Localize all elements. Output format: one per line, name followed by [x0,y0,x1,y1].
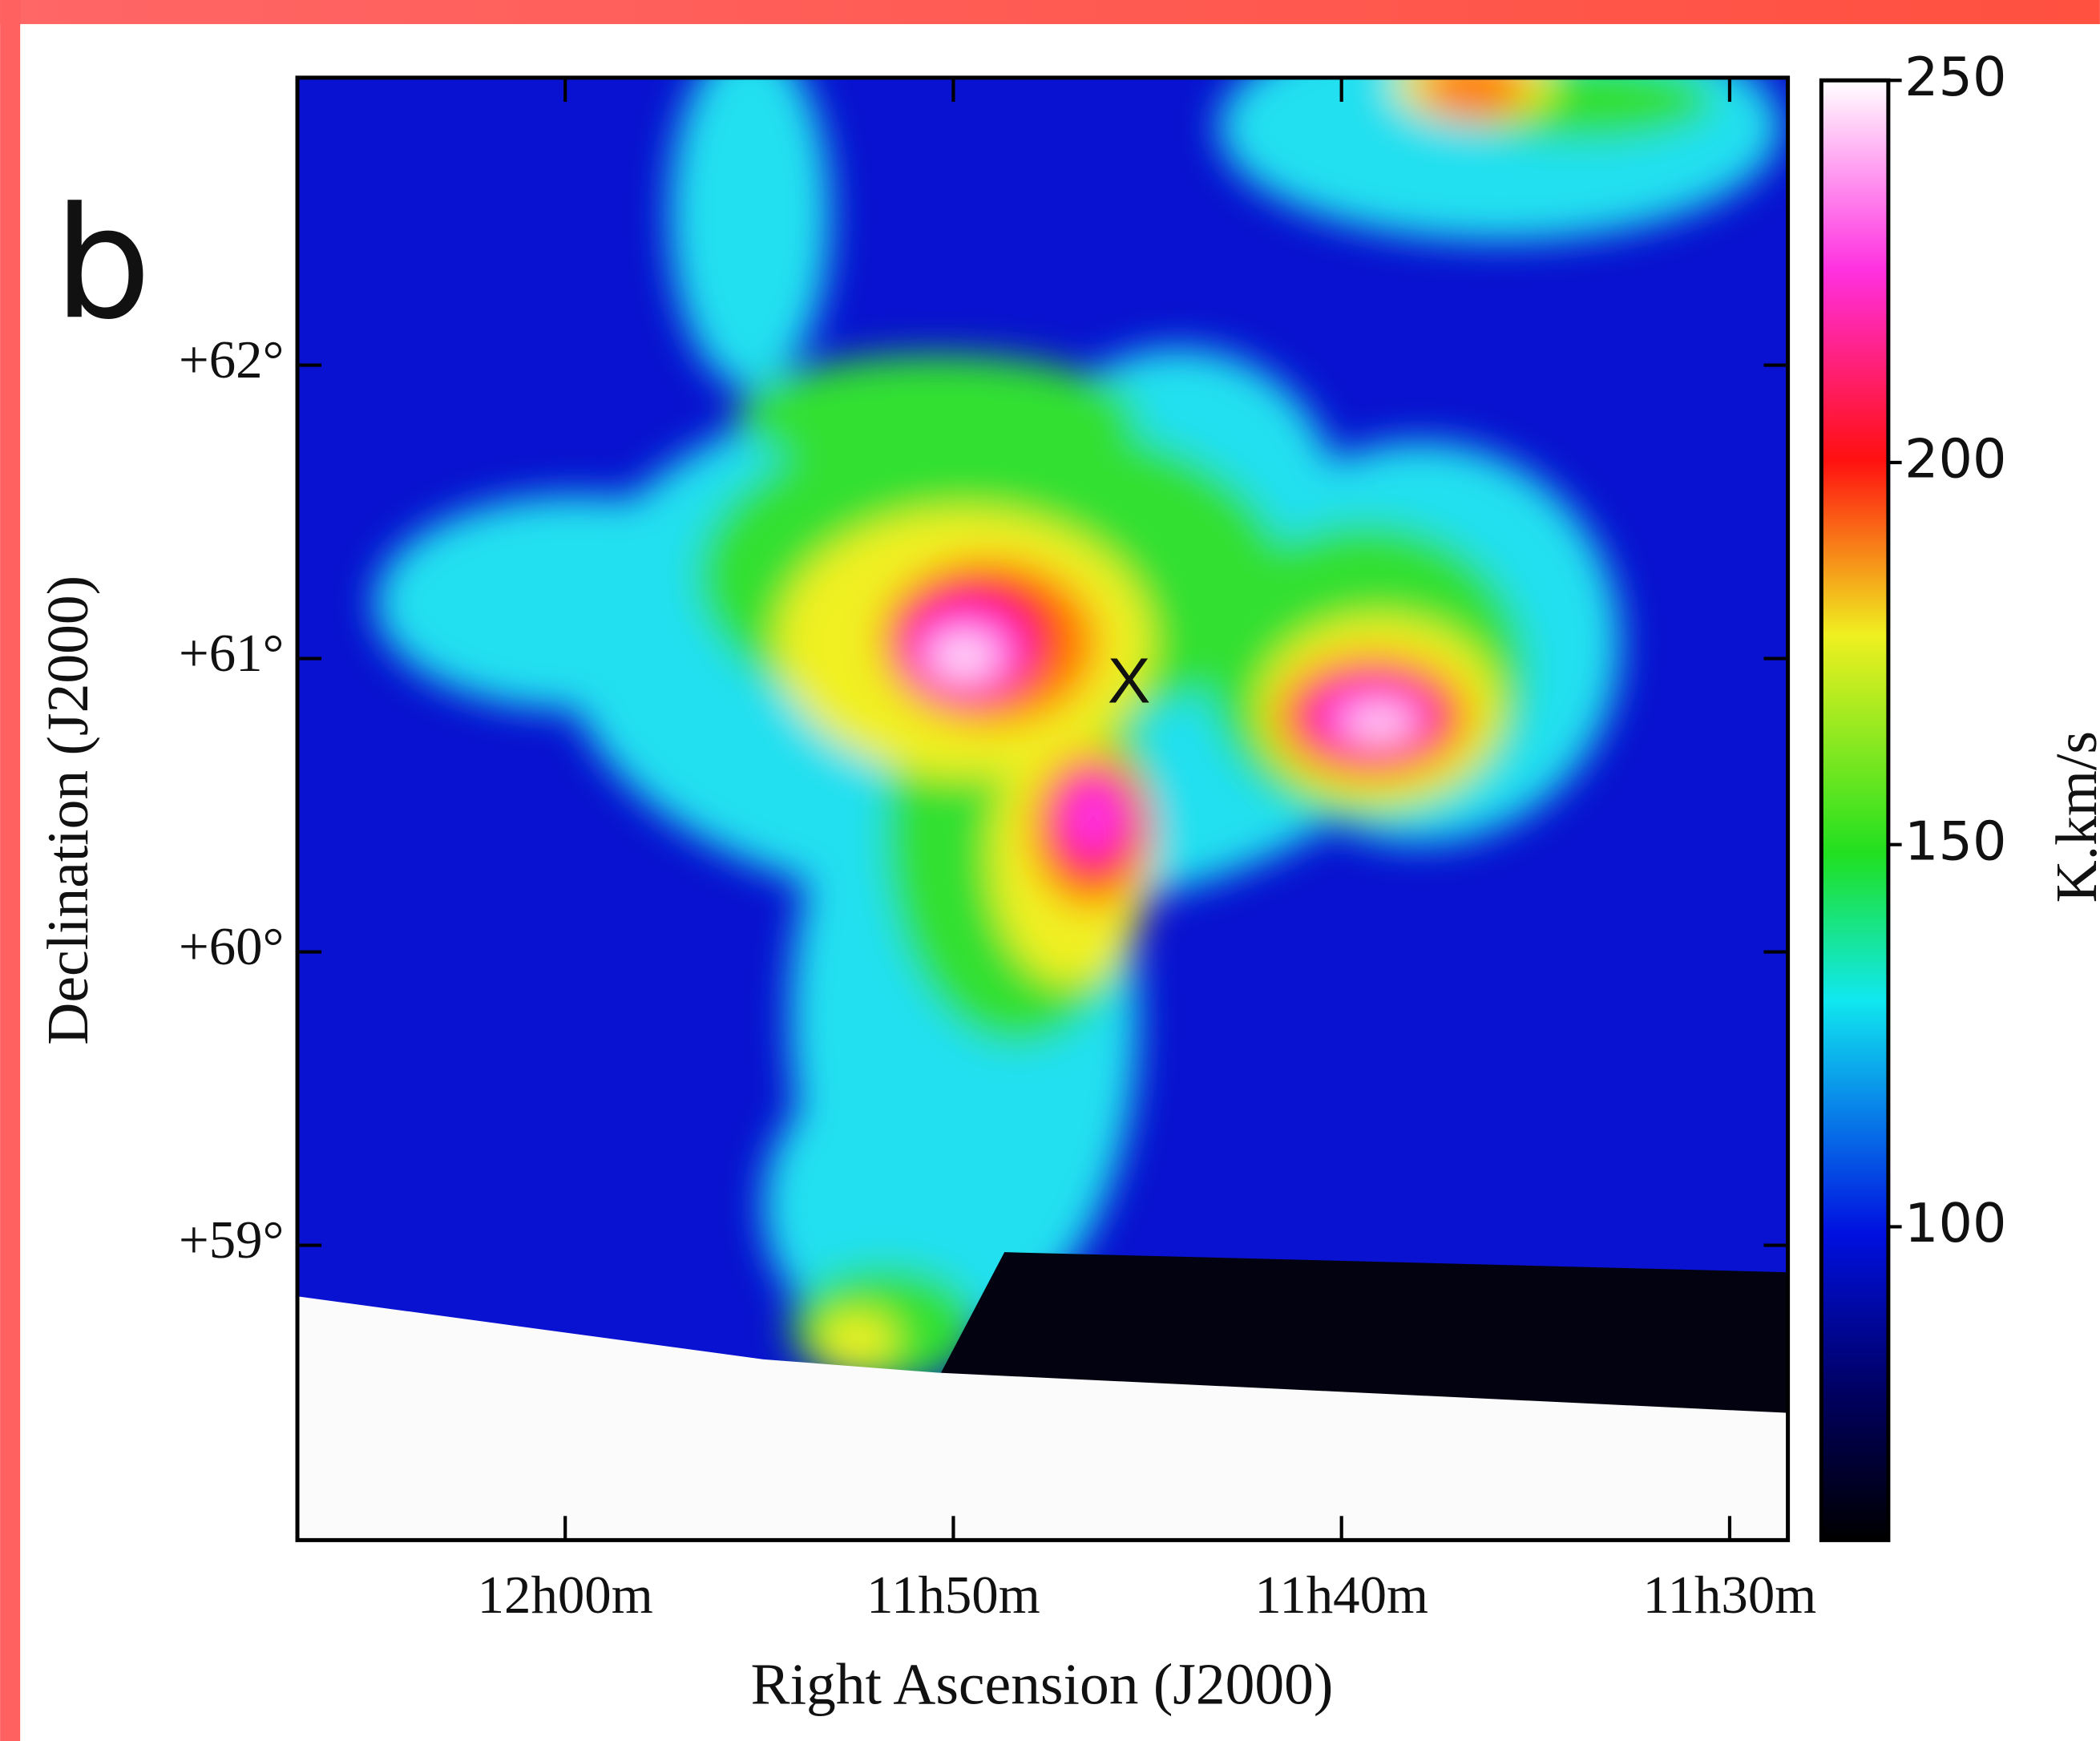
colorbar-tick-label: 100 [1904,1192,2007,1254]
emission-blob [737,354,1139,476]
colorbar-tick-label: 150 [1904,810,2007,872]
x-tick-label: 11h40m [1254,1565,1428,1625]
emission [374,77,1782,1387]
y-tick-label: +59° [179,1210,284,1270]
panel-label: b [54,175,151,353]
no-data [937,1252,1788,1420]
emission-blob [1420,77,1527,121]
y-tick-label: +60° [179,917,284,976]
emission-blob [669,77,830,389]
y-tick-label: +62° [179,330,284,390]
x-tick-label: 12h00m [478,1565,653,1625]
colorbar-title: K.km/s [2043,731,2100,903]
map [297,77,1788,1541]
colorbar [1819,78,1891,1542]
frame [0,0,21,1741]
emission-blob [763,1071,1005,1339]
emission-blob [374,495,777,710]
x-axis-title: Right Ascension (J2000) [751,1650,1334,1716]
x-tick-label: 11h30m [1643,1565,1817,1625]
x-tick-label: 11h50m [866,1565,1040,1625]
emission-blob [931,636,998,677]
blank [297,1296,1788,1541]
emission-blob [817,1312,898,1367]
emission-blob [1060,777,1128,858]
y-tick-label: +61° [179,624,284,683]
colorbar-tick-label: 200 [1904,428,2007,491]
plot-frame [295,75,1791,1542]
colorbar-tick-label: 250 [1904,46,2007,108]
y-axis-title: Declination (J2000) [34,576,100,1045]
emission-blob [1344,708,1415,738]
marker: X [1108,644,1151,717]
frame [0,0,2100,25]
